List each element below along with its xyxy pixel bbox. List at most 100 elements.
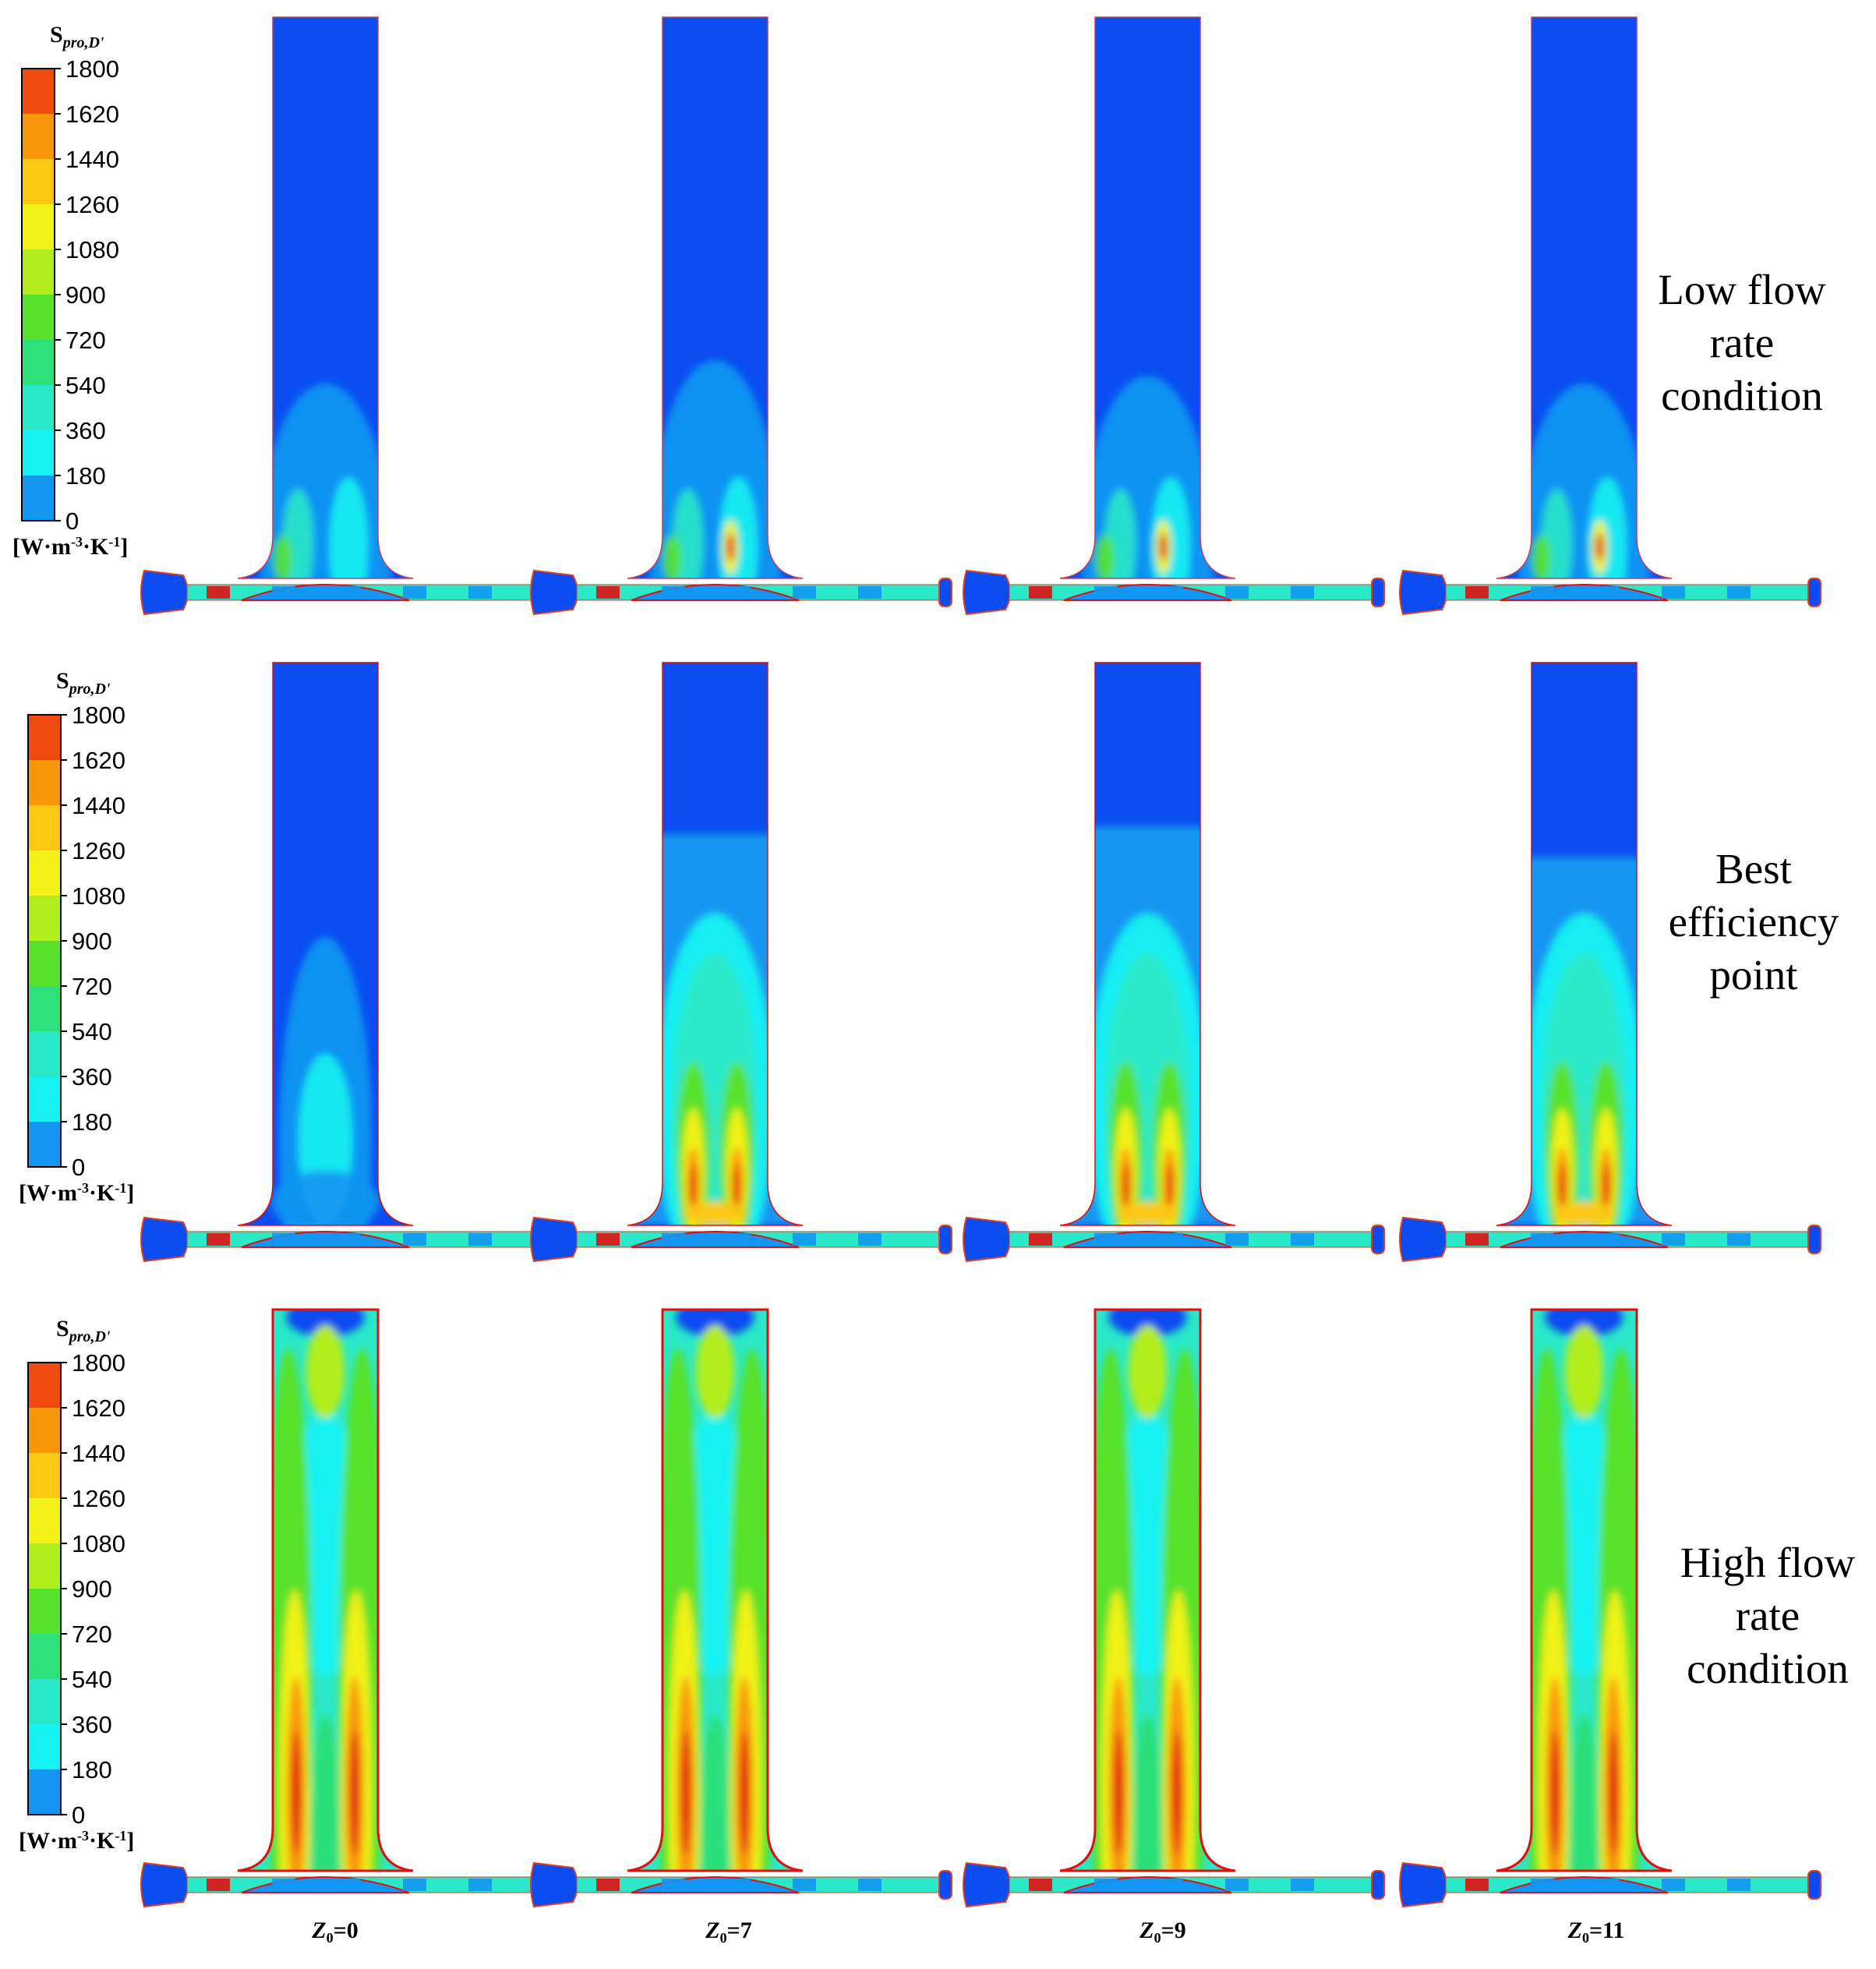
- channel-cell: [337, 1879, 361, 1891]
- wall-edge: [237, 1308, 414, 1872]
- channel-cell: [858, 1233, 881, 1246]
- contour-panel: [530, 16, 952, 616]
- contour-blob: [676, 1310, 754, 1337]
- volute-strip: [963, 1861, 1385, 1908]
- contour-panel: [140, 16, 563, 616]
- volute-strip: [530, 1216, 952, 1263]
- colorbar-tick-label: 720: [72, 1621, 112, 1648]
- colorbar-tick-label: 540: [65, 372, 106, 399]
- condition-label-line: rate: [1736, 1592, 1800, 1639]
- channel-cell: [1225, 1879, 1249, 1891]
- channel-cell: [337, 1233, 361, 1246]
- colorbar-tick-label: 1800: [72, 1349, 125, 1377]
- colorbar-1: Spro,D'180016201440126010809007205403601…: [12, 22, 128, 560]
- contour-blob: [1559, 1165, 1566, 1208]
- contour-blob: [1116, 1202, 1179, 1225]
- colorbar-tick-label: 1260: [72, 837, 125, 864]
- contour-blob: [1553, 1202, 1616, 1225]
- z-label: Z0=9: [1139, 1918, 1185, 1946]
- channel-cell: [1596, 1233, 1620, 1246]
- contour-blob: [1517, 384, 1651, 578]
- colorbar-segment: [28, 1543, 61, 1589]
- colorbar-tick-label: 720: [65, 327, 106, 354]
- colorbar-segment: [28, 1724, 61, 1769]
- colorbar-tick-label: 540: [72, 1018, 112, 1045]
- channel-cell: [1291, 1879, 1314, 1891]
- colorbar-tick-label: 1260: [65, 191, 119, 218]
- wall-edge: [237, 16, 414, 579]
- contour-blob: [1172, 1730, 1182, 1855]
- channel-cell: [1465, 1879, 1489, 1891]
- colorbar-segment: [22, 69, 55, 114]
- channel-cell: [1160, 586, 1183, 599]
- channel-cell: [403, 1233, 426, 1246]
- channel-cell: [207, 1233, 230, 1246]
- colorbar-tick-label: 360: [72, 1711, 112, 1738]
- colorbar-tick-label: 1800: [65, 55, 119, 83]
- colorbar-segment: [22, 430, 55, 475]
- colorbar-tick-label: 540: [72, 1666, 112, 1693]
- contour-blob: [1545, 1310, 1623, 1337]
- channel-cell: [1094, 1879, 1118, 1891]
- condition-label-line: condition: [1687, 1645, 1849, 1692]
- colorbar-tick-label: 1440: [72, 792, 125, 819]
- colorbar-tick-label: 1620: [72, 1395, 125, 1422]
- channel-cell: [1465, 586, 1489, 599]
- contour-blob: [681, 1730, 691, 1855]
- contour-blob: [648, 360, 782, 578]
- colorbar-tick-label: 0: [72, 1801, 85, 1829]
- channel-cell: [1225, 586, 1249, 599]
- contour-blob: [1081, 376, 1214, 578]
- colorbar-segment: [28, 941, 61, 986]
- channel-cell: [337, 586, 361, 599]
- volute-strip: [963, 569, 1385, 616]
- colorbar-segment: [28, 760, 61, 805]
- channel-cell: [1727, 1233, 1751, 1246]
- channel-cell: [662, 1233, 685, 1246]
- contour-blob: [1114, 1730, 1123, 1855]
- channel-cell: [1029, 1233, 1052, 1246]
- channel-cell: [727, 1233, 751, 1246]
- channel-cell: [1029, 1879, 1052, 1891]
- colorbar-segment: [22, 475, 55, 521]
- colorbar-segment: [28, 850, 61, 896]
- wall-edge: [1059, 1308, 1236, 1872]
- colorbar-tick-label: 900: [72, 1575, 112, 1603]
- wall-edge: [1496, 662, 1673, 1226]
- channel-cell: [1094, 586, 1118, 599]
- condition-label-line: point: [1709, 951, 1797, 999]
- channel-cell: [596, 1879, 620, 1891]
- contour-blob: [1602, 1165, 1609, 1208]
- z-label: Z0=11: [1567, 1918, 1625, 1946]
- contour-blob: [350, 1730, 359, 1855]
- channel-cell: [1662, 1879, 1685, 1891]
- colorbar-tick-label: 1260: [72, 1485, 125, 1512]
- colorbar-segment: [28, 1769, 61, 1815]
- colorbar-unit: [W·m-3·K-1]: [19, 1180, 134, 1206]
- contour-blob: [1132, 1715, 1164, 1871]
- channel-cell: [1094, 1233, 1118, 1246]
- volute-strip: [530, 1861, 952, 1908]
- z-label: Z0=0: [311, 1918, 358, 1946]
- colorbar-segment: [22, 385, 55, 430]
- colorbar-segment: [28, 1363, 61, 1408]
- condition-label-line: rate: [1710, 319, 1774, 366]
- wall-edge: [237, 662, 414, 1226]
- contour-blob: [1128, 1325, 1168, 1419]
- contour-blob: [1532, 536, 1551, 578]
- colorbar-segment: [28, 896, 61, 941]
- contour-blob: [740, 1730, 749, 1855]
- channel-cell: [468, 586, 492, 599]
- colorbar-tick-label: 720: [72, 973, 112, 1000]
- channel-cell: [1160, 1233, 1183, 1246]
- colorbar-tick-label: 1440: [72, 1440, 125, 1467]
- colorbar-tick-label: 1440: [65, 146, 119, 173]
- condition-label: Best efficiency point: [1669, 845, 1839, 999]
- colorbar-segment: [28, 1589, 61, 1634]
- contour-blob: [309, 1715, 341, 1871]
- colorbar-tick-label: 900: [72, 928, 112, 955]
- channel-cell: [1465, 1233, 1489, 1246]
- wall-edge: [1059, 16, 1236, 579]
- contour-blob: [329, 477, 369, 578]
- colorbar-tick-label: 1800: [72, 702, 125, 729]
